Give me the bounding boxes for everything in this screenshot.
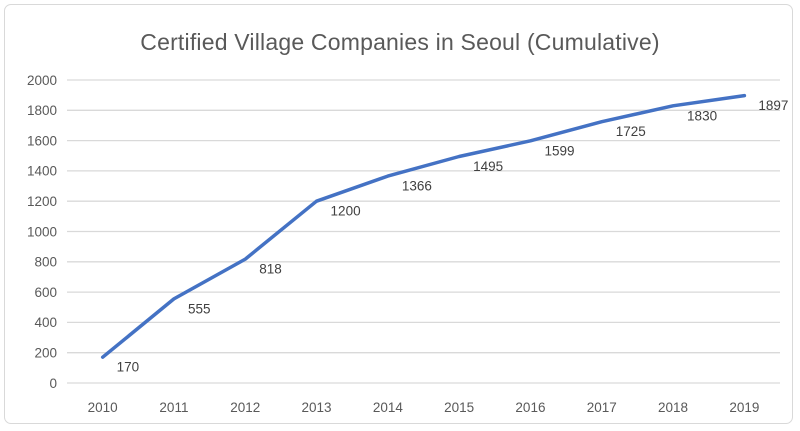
data-label-2014: 1366 [402,179,432,194]
data-label-2010: 170 [117,360,140,375]
ytick-label-1200: 1200 [27,194,57,209]
xtick-label-2013: 2013 [302,400,332,415]
ytick-label-0: 0 [49,376,57,391]
xtick-label-2016: 2016 [515,400,545,415]
data-label-2019: 1897 [758,98,788,113]
ytick-label-400: 400 [34,315,57,330]
data-label-2018: 1830 [687,108,717,123]
xtick-label-2015: 2015 [444,400,474,415]
data-label-2017: 1725 [616,124,646,139]
ytick-label-1400: 1400 [27,164,57,179]
data-label-2015: 1495 [473,159,503,174]
xtick-label-2012: 2012 [230,400,260,415]
xtick-label-2019: 2019 [729,400,759,415]
series-line [100,93,747,359]
xtick-label-2014: 2014 [373,400,404,415]
chart-frame [4,4,793,424]
ytick-label-1600: 1600 [27,133,57,148]
ytick-label-200: 200 [34,346,57,361]
ytick-label-1000: 1000 [27,224,57,239]
ytick-label-1800: 1800 [27,103,57,118]
chart-title: Certified Village Companies in Seoul (Cu… [140,29,660,55]
xtick-label-2011: 2011 [159,400,188,415]
ytick-label-600: 600 [34,285,57,300]
ytick-label-2000: 2000 [27,73,57,88]
data-label-2016: 1599 [544,143,574,158]
xtick-label-2010: 2010 [88,400,118,415]
xtick-label-2018: 2018 [658,400,688,415]
ytick-label-800: 800 [34,255,57,270]
data-label-2011: 555 [188,301,211,316]
data-label-2013: 1200 [331,204,361,219]
data-label-2012: 818 [259,262,282,277]
xtick-label-2017: 2017 [587,400,617,415]
